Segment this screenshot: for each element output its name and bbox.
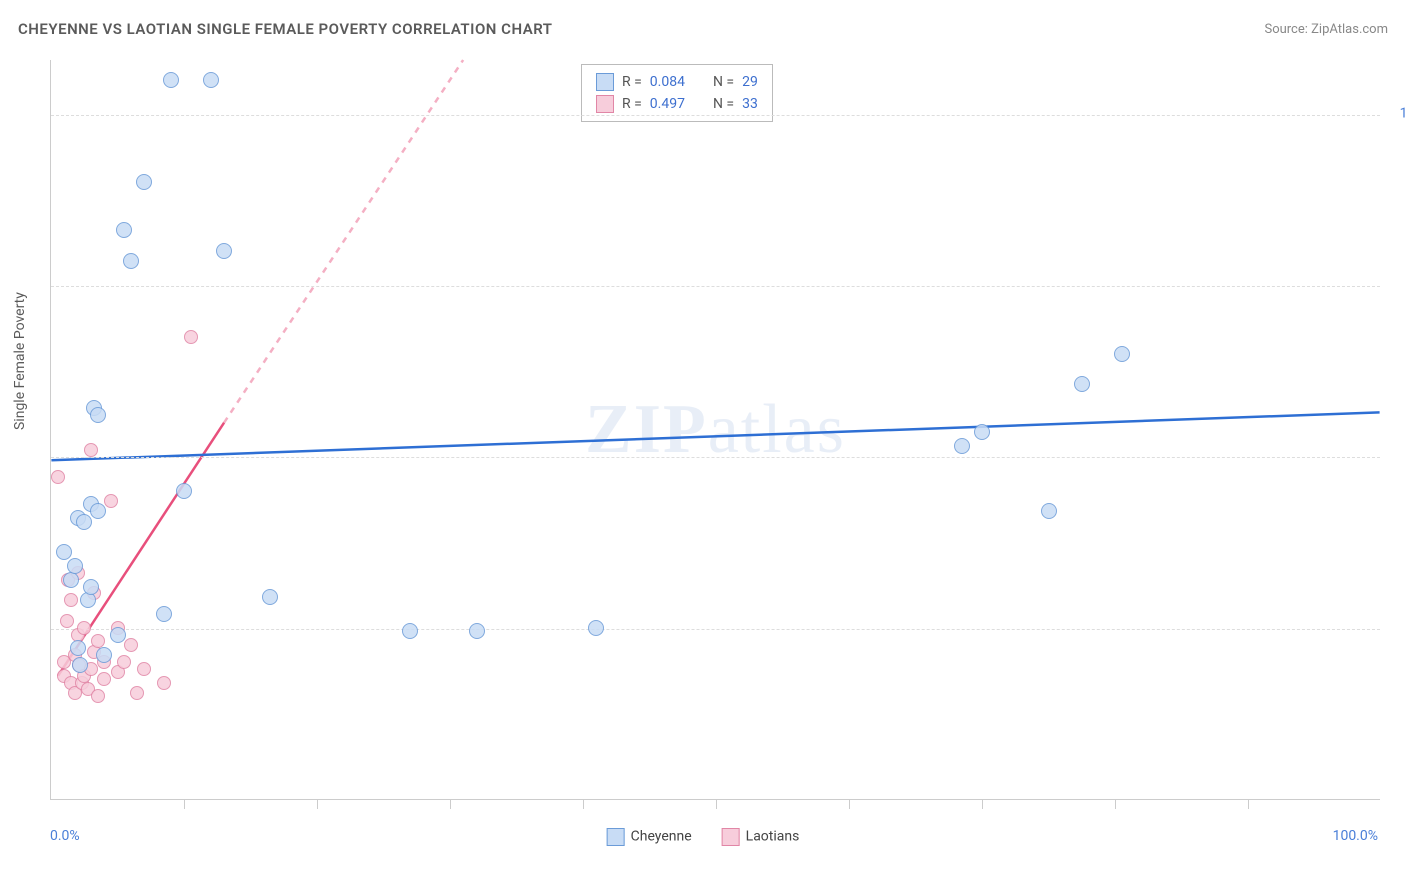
scatter-point bbox=[124, 638, 138, 652]
gridline-h bbox=[51, 457, 1380, 458]
legend-label-laotians: Laotians bbox=[746, 829, 800, 845]
scatter-point bbox=[76, 514, 92, 530]
legend-n-value-cheyenne: 29 bbox=[742, 71, 758, 93]
scatter-point bbox=[51, 470, 65, 484]
watermark-light: atlas bbox=[708, 391, 846, 468]
scatter-point bbox=[116, 222, 132, 238]
legend-row-laotians: R = 0.497 N = 33 bbox=[596, 93, 758, 115]
scatter-point bbox=[64, 593, 78, 607]
legend-r-value-laotians: 0.497 bbox=[650, 93, 685, 115]
scatter-point bbox=[67, 558, 83, 574]
legend-swatch-laotians bbox=[596, 95, 614, 113]
scatter-point bbox=[216, 243, 232, 259]
legend-item-laotians: Laotians bbox=[722, 828, 800, 846]
legend-row-cheyenne: R = 0.084 N = 29 bbox=[596, 71, 758, 93]
x-axis-min-label: 0.0% bbox=[50, 828, 80, 844]
scatter-point bbox=[954, 438, 970, 454]
x-tick-mark bbox=[982, 799, 983, 809]
scatter-point bbox=[176, 483, 192, 499]
x-tick-mark bbox=[1115, 799, 1116, 809]
legend-r-label: R = bbox=[622, 93, 642, 115]
x-tick-mark bbox=[716, 799, 717, 809]
legend-n-label: N = bbox=[713, 93, 734, 115]
legend-swatch-cheyenne bbox=[596, 73, 614, 91]
scatter-point bbox=[90, 407, 106, 423]
scatter-point bbox=[402, 623, 418, 639]
scatter-point bbox=[262, 589, 278, 605]
scatter-point bbox=[137, 662, 151, 676]
scatter-point bbox=[588, 620, 604, 636]
legend-r-label: R = bbox=[622, 71, 642, 93]
x-tick-mark bbox=[849, 799, 850, 809]
scatter-point bbox=[130, 686, 144, 700]
scatter-point bbox=[72, 657, 88, 673]
scatter-point bbox=[84, 443, 98, 457]
scatter-point bbox=[110, 627, 126, 643]
x-tick-mark bbox=[317, 799, 318, 809]
x-tick-mark bbox=[184, 799, 185, 809]
scatter-point bbox=[83, 579, 99, 595]
scatter-point bbox=[104, 494, 118, 508]
legend-r-value-cheyenne: 0.084 bbox=[650, 71, 685, 93]
scatter-point bbox=[1074, 376, 1090, 392]
legend-item-cheyenne: Cheyenne bbox=[607, 828, 692, 846]
chart-container: CHEYENNE VS LAOTIAN SINGLE FEMALE POVERT… bbox=[0, 0, 1406, 892]
legend-swatch-icon bbox=[607, 828, 625, 846]
legend-swatch-icon bbox=[722, 828, 740, 846]
x-axis-max-label: 100.0% bbox=[1333, 828, 1378, 844]
y-tick-label: 100.0% bbox=[1400, 105, 1406, 121]
scatter-point bbox=[117, 655, 131, 669]
scatter-point bbox=[136, 174, 152, 190]
scatter-point bbox=[91, 689, 105, 703]
scatter-point bbox=[156, 606, 172, 622]
x-tick-mark bbox=[450, 799, 451, 809]
x-tick-mark bbox=[1248, 799, 1249, 809]
scatter-point bbox=[60, 614, 74, 628]
scatter-point bbox=[80, 592, 96, 608]
scatter-point bbox=[90, 503, 106, 519]
scatter-point bbox=[203, 72, 219, 88]
scatter-point bbox=[974, 424, 990, 440]
scatter-point bbox=[70, 640, 86, 656]
x-tick-mark bbox=[583, 799, 584, 809]
legend-n-value-laotians: 33 bbox=[742, 93, 758, 115]
scatter-point bbox=[63, 572, 79, 588]
scatter-point bbox=[163, 72, 179, 88]
source-label: Source: ZipAtlas.com bbox=[1264, 22, 1388, 37]
scatter-point bbox=[184, 330, 198, 344]
gridline-h bbox=[51, 286, 1380, 287]
trend-lines-svg bbox=[51, 60, 1380, 799]
scatter-point bbox=[1114, 346, 1130, 362]
plot-area: ZIPatlas R = 0.084 N = 29 R = 0.497 N = … bbox=[50, 60, 1380, 800]
scatter-point bbox=[123, 253, 139, 269]
legend-label-cheyenne: Cheyenne bbox=[631, 829, 692, 845]
scatter-point bbox=[157, 676, 171, 690]
gridline-h bbox=[51, 115, 1380, 116]
watermark-bold: ZIP bbox=[585, 391, 708, 468]
scatter-point bbox=[97, 672, 111, 686]
scatter-point bbox=[56, 544, 72, 560]
gridline-h bbox=[51, 629, 1380, 630]
y-axis-label: Single Female Poverty bbox=[12, 292, 28, 430]
title-bar: CHEYENNE VS LAOTIAN SINGLE FEMALE POVERT… bbox=[18, 20, 1388, 38]
chart-title: CHEYENNE VS LAOTIAN SINGLE FEMALE POVERT… bbox=[18, 20, 553, 38]
scatter-point bbox=[96, 647, 112, 663]
scatter-point bbox=[1041, 503, 1057, 519]
scatter-point bbox=[77, 621, 91, 635]
scatter-point bbox=[469, 623, 485, 639]
series-legend: Cheyenne Laotians bbox=[607, 828, 800, 846]
correlation-legend-box: R = 0.084 N = 29 R = 0.497 N = 33 bbox=[581, 64, 773, 122]
legend-n-label: N = bbox=[713, 71, 734, 93]
